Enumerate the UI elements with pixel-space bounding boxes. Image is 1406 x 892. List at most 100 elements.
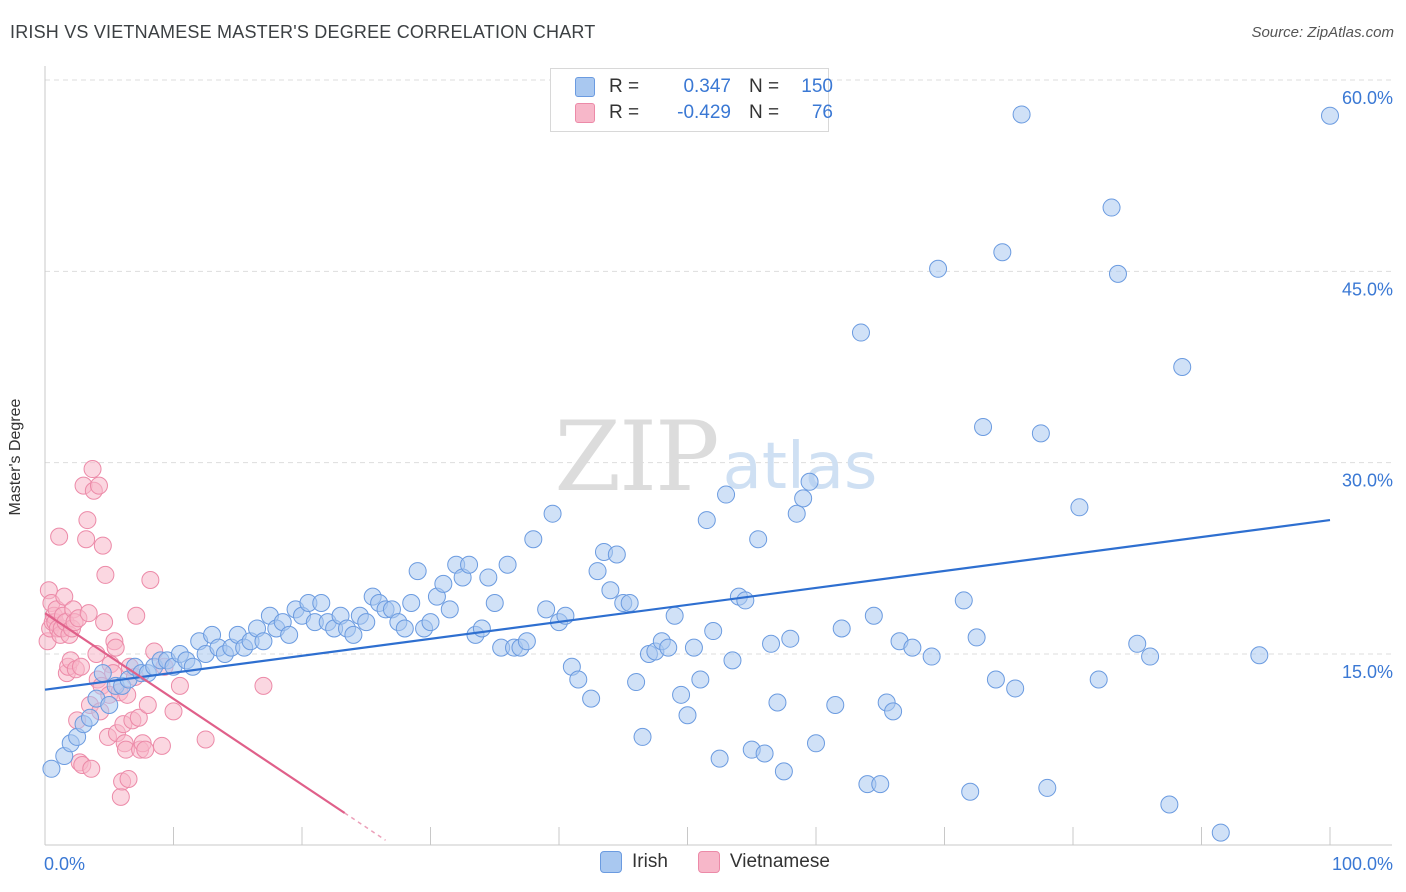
legend-item-irish[interactable]: Irish	[600, 851, 668, 873]
vietnamese-point	[152, 736, 171, 755]
chart-title: IRISH VS VIETNAMESE MASTER'S DEGREE CORR…	[10, 22, 596, 42]
irish-point	[588, 562, 607, 581]
irish-n-label: N =	[749, 76, 780, 97]
irish-point	[659, 638, 678, 657]
vietnamese-point	[77, 530, 96, 549]
irish-point	[922, 647, 941, 666]
vietnamese-point	[254, 676, 273, 695]
irish-point	[434, 574, 453, 593]
irish-point	[807, 734, 825, 753]
vietnamese-point	[82, 759, 101, 778]
irish-swatch	[575, 77, 595, 97]
irish-point	[672, 685, 691, 704]
vietnamese-point	[164, 702, 183, 721]
vietnamese-point	[93, 536, 112, 555]
irish-point	[755, 744, 774, 763]
irish-point	[1250, 646, 1269, 665]
irish-point	[1031, 424, 1050, 443]
irish-point	[851, 323, 870, 342]
y-tick-label-2: 45.0%	[1342, 279, 1393, 299]
irish-point	[800, 472, 819, 491]
irish-point	[974, 417, 993, 436]
irish-point	[357, 613, 376, 632]
irish-point	[1006, 679, 1025, 698]
irish-point	[678, 706, 697, 725]
irish-point	[871, 775, 890, 794]
irish-point	[864, 606, 883, 625]
irish-point	[1128, 634, 1147, 653]
irish-point	[710, 749, 729, 768]
irish-point	[986, 670, 1005, 689]
irish-point	[1102, 198, 1121, 217]
irish-point	[794, 489, 813, 508]
irish-point	[100, 696, 119, 715]
vietnamese-point	[50, 527, 69, 546]
irish-point	[697, 511, 716, 530]
irish-point	[183, 657, 202, 676]
irish-point	[344, 625, 363, 644]
irish-point	[787, 504, 806, 523]
vietnamese-r-label: R =	[609, 102, 640, 123]
vietnamese-n-label: N =	[749, 102, 780, 123]
vietnamese-point	[127, 606, 146, 625]
irish-point	[80, 708, 99, 727]
irish-point	[569, 670, 588, 689]
irish-point	[967, 628, 986, 647]
irish-point	[93, 664, 112, 683]
irish-legend-label: Irish	[632, 851, 668, 872]
source-label: Source: ZipAtlas.com	[1251, 24, 1394, 41]
vietnamese-n-value: 76	[811, 102, 833, 123]
irish-point	[440, 600, 459, 619]
irish-point	[704, 622, 723, 641]
vietnamese-point	[111, 787, 130, 806]
irish-point	[903, 638, 922, 657]
irish-point	[691, 670, 710, 689]
irish-point	[485, 593, 504, 612]
irish-point	[601, 581, 620, 600]
irish-point	[620, 593, 639, 612]
irish-point	[826, 696, 845, 715]
tick-labels: 15.0% 30.0% 45.0% 60.0% 0.0% 100.0%	[44, 88, 1393, 874]
irish-point	[1070, 498, 1089, 517]
irish-point	[749, 530, 768, 549]
irish-point	[517, 632, 536, 651]
irish-point	[781, 629, 800, 648]
irish-point	[582, 689, 601, 708]
irish-point	[312, 593, 331, 612]
vietnamese-point	[141, 571, 160, 590]
irish-point	[524, 530, 543, 549]
irish-point	[460, 555, 479, 574]
irish-point	[1108, 264, 1127, 283]
irish-point	[1089, 670, 1108, 689]
irish-point	[762, 634, 781, 653]
vietnamese-point	[136, 740, 155, 759]
irish-point	[665, 606, 684, 625]
irish-point	[954, 591, 973, 610]
vietnamese-r-value: -0.429	[677, 102, 731, 123]
watermark: ZIP atlas	[554, 401, 877, 513]
irish-r-label: R =	[609, 76, 640, 97]
irish-point	[1211, 823, 1230, 842]
irish-point	[543, 504, 562, 523]
trend-lines	[44, 518, 1331, 841]
vietnamese-point	[196, 730, 215, 749]
legend-item-vietnamese[interactable]: Vietnamese	[697, 851, 830, 873]
irish-point	[929, 259, 948, 278]
irish-point	[402, 593, 421, 612]
vietnamese-point	[170, 676, 189, 695]
vietnamese-point	[138, 696, 157, 715]
irish-point	[717, 485, 736, 504]
irish-point	[1160, 795, 1179, 814]
irish-point	[1038, 778, 1057, 797]
stats-legend: R = 0.347 N = 150 R = -0.429 N = 76	[550, 68, 833, 132]
irish-point	[537, 600, 556, 619]
vietnamese-point	[95, 613, 114, 632]
vietnamese-point	[83, 460, 102, 479]
irish-point	[884, 702, 903, 721]
vietnamese-trend-extension	[344, 812, 386, 841]
irish-point	[993, 243, 1012, 262]
irish-point	[498, 555, 517, 574]
irish-legend-swatch	[600, 851, 622, 873]
irish-point	[627, 673, 646, 692]
